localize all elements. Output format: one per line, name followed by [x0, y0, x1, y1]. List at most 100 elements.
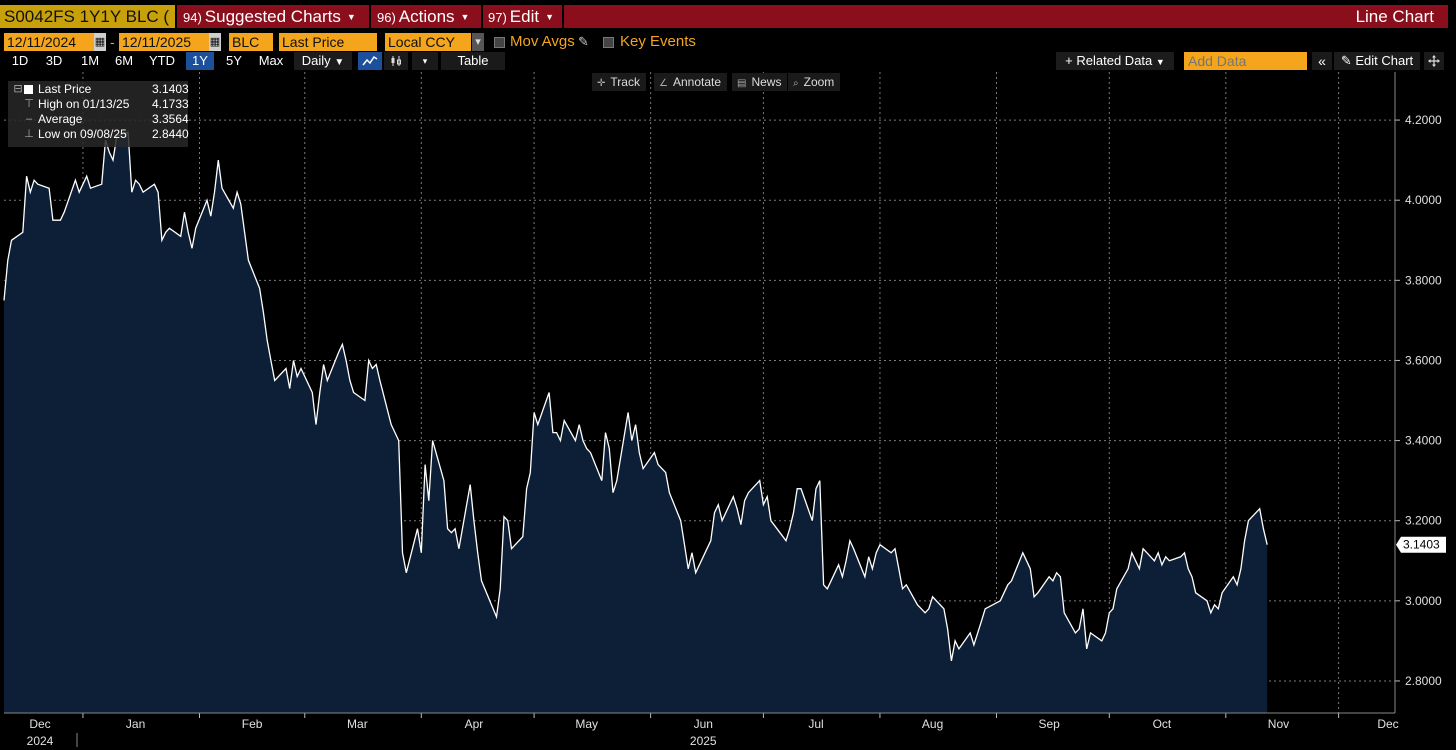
suggested-charts-label: Suggested Charts — [204, 7, 341, 26]
key-events-label[interactable]: Key Events — [620, 33, 696, 50]
legend-high-label: High on 01/13/25 — [38, 97, 130, 111]
range-1m-button[interactable]: 1M — [80, 53, 100, 68]
expand-icon[interactable] — [1424, 52, 1444, 70]
range-5y-button[interactable]: 5Y — [226, 53, 242, 68]
track-tool[interactable]: ✛ Track — [592, 73, 646, 91]
source-field[interactable]: BLC — [229, 33, 273, 51]
x-tick-label: May — [575, 717, 598, 731]
pencil-icon[interactable]: ✎ — [578, 34, 589, 49]
y-tick-label: 3.4000 — [1405, 434, 1442, 448]
x-tick-label: Aug — [922, 717, 943, 731]
chevron-down-icon[interactable]: ▾ — [472, 33, 484, 51]
related-data-dropdown[interactable]: + Related Data ▼ — [1056, 52, 1174, 70]
calendar-icon[interactable]: ▦ — [94, 33, 106, 51]
x-tick-label: Feb — [242, 717, 263, 731]
range-ytd-button[interactable]: YTD — [149, 53, 175, 68]
zoom-label: Zoom — [803, 75, 835, 89]
end-date-field[interactable]: 12/11/2025 — [119, 33, 209, 51]
frequency-label: Daily — [301, 53, 331, 68]
range-1y-button[interactable]: 1Y — [186, 52, 214, 70]
search-icon: ⌕ — [793, 78, 799, 89]
track-label: Track — [610, 75, 640, 89]
frequency-dropdown[interactable]: Daily ▼ — [294, 52, 352, 70]
price-chart[interactable]: 2.8000 3.0000 3.2000 3.4000 3.6000 3.8000 4.00… — [0, 72, 1456, 750]
start-date-field[interactable]: 12/11/2024 — [4, 33, 94, 51]
x-tick-label: Mar — [347, 717, 368, 731]
x-tick-label: Dec — [1377, 717, 1398, 731]
legend-low-label: Low on 09/08/25 — [38, 127, 127, 141]
suggested-charts-menu[interactable]: 94) Suggested Charts ▼ — [183, 5, 356, 28]
edit-label: Edit — [509, 7, 540, 26]
price-area-fill — [4, 132, 1268, 714]
last-price-tag-label: 3.1403 — [1403, 538, 1440, 552]
security-ticker[interactable]: S0042FS 1Y1Y BLC ( — [0, 5, 175, 28]
collapse-chevrons-icon[interactable]: « — [1312, 52, 1332, 70]
legend-last-label: Last Price — [38, 82, 92, 96]
chart-type-label: Line Chart — [1355, 7, 1434, 26]
chart-legend: ⊟ Last Price 3.1403 ⊤ High on 01/13/25 4… — [8, 81, 189, 147]
last-price-tag — [1396, 536, 1446, 553]
legend-low-value: 2.8440 — [152, 127, 189, 141]
title-bar: S0042FS 1Y1Y BLC ( 94) Suggested Charts ▼ … — [0, 5, 1448, 28]
y-axis: 2.8000 3.0000 3.2000 3.4000 3.6000 3.8000 4.00… — [1394, 72, 1442, 713]
zoom-tool[interactable]: ⌕ Zoom — [788, 73, 841, 91]
legend-average-label: Average — [38, 112, 83, 126]
annotate-label: Annotate — [672, 75, 722, 89]
news-icon: ▤ — [737, 78, 747, 89]
legend-collapse-icon[interactable]: ⊟ — [13, 83, 23, 95]
crosshair-icon: ✛ — [597, 78, 606, 89]
average-marker-icon: – — [25, 113, 33, 125]
chevron-down-icon: ▼ — [460, 12, 470, 22]
x-tick-label: Nov — [1268, 717, 1289, 731]
x-tick-label: Dec — [29, 717, 50, 731]
x-tick-label: Oct — [1153, 717, 1172, 731]
table-button[interactable]: Table — [441, 52, 505, 70]
edit-menu[interactable]: 97) Edit ▼ — [488, 5, 554, 28]
range-3d-button[interactable]: 3D — [45, 53, 63, 68]
legend-average-value: 3.3564 — [152, 112, 189, 126]
legend-high-value: 4.1733 — [152, 97, 189, 111]
date-range-dash: - — [110, 34, 115, 50]
range-toolbar: 1D 3D 1M 6M YTD 1Y 5Y Max Daily ▼ ▾ Tabl… — [0, 52, 1456, 70]
y-tick-label: 3.2000 — [1405, 514, 1442, 528]
price-field-select[interactable]: Last Price — [279, 33, 377, 51]
chevron-down-icon: ▼ — [334, 57, 345, 68]
x-tick-label: Jul — [808, 717, 823, 731]
chevron-down-icon[interactable]: ▾ — [412, 52, 438, 70]
plus-icon: + — [1065, 53, 1073, 68]
x-tick-label: Jan — [126, 717, 145, 731]
annotate-tool[interactable]: ∠ Annotate — [654, 73, 728, 91]
year-label: 2025 — [690, 734, 717, 748]
y-tick-label: 3.6000 — [1405, 353, 1442, 367]
y-tick-label: 2.8000 — [1405, 674, 1442, 688]
range-6m-button[interactable]: 6M — [114, 53, 134, 68]
news-label: News — [751, 75, 782, 89]
edit-chart-label: Edit Chart — [1355, 53, 1414, 68]
legend-last-value: 3.1403 — [152, 82, 189, 96]
x-tick-label: Sep — [1038, 717, 1060, 731]
actions-label: Actions — [398, 7, 455, 26]
x-tick-label: Jun — [694, 717, 713, 731]
calendar-icon[interactable]: ▦ — [209, 33, 221, 51]
currency-field[interactable]: Local CCY — [385, 33, 471, 51]
edit-chart-button[interactable]: ✎ Edit Chart — [1334, 52, 1420, 70]
chart-settings-row: 12/11/2024 ▦ - 12/11/2025 ▦ BLC Last Pri… — [0, 33, 1456, 51]
high-marker-icon: ⊤ — [24, 98, 34, 110]
mov-avgs-label[interactable]: Mov Avgs — [510, 33, 575, 50]
add-data-input[interactable] — [1184, 52, 1307, 70]
related-data-label: Related Data — [1076, 53, 1153, 68]
line-chart-icon[interactable] — [358, 52, 382, 70]
y-tick-label: 3.0000 — [1405, 594, 1442, 608]
y-tick-label: 3.8000 — [1405, 273, 1442, 287]
key-events-checkbox[interactable] — [603, 37, 614, 48]
candlestick-chart-icon[interactable] — [384, 52, 408, 70]
pencil-icon: ✎ — [1340, 53, 1352, 68]
x-tick-label: Apr — [465, 717, 484, 731]
last-price-marker: 3.1403 — [1396, 536, 1446, 553]
mov-avgs-checkbox[interactable] — [494, 37, 505, 48]
range-1d-button[interactable]: 1D — [11, 53, 29, 68]
news-tool[interactable]: ▤ News — [732, 73, 788, 91]
actions-menu[interactable]: 96) Actions ▼ — [377, 5, 469, 28]
range-max-button[interactable]: Max — [258, 53, 284, 68]
edit-number: 97) — [488, 10, 507, 25]
